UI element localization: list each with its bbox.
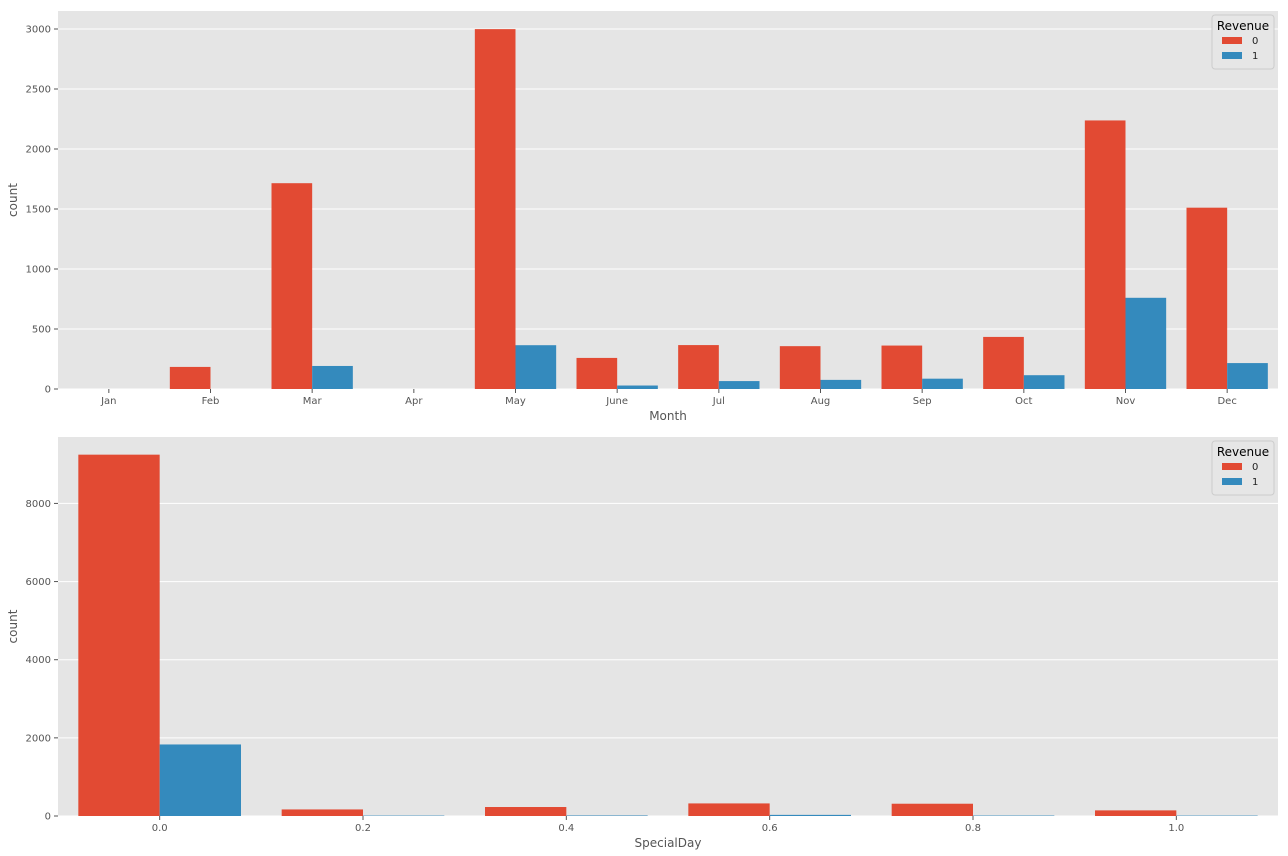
chart-1-bar-series-0-Feb [169, 366, 211, 389]
chart-1-bar-series-0-Dec [1186, 207, 1228, 389]
chart-2-x-tick-label: 0.8 [965, 823, 981, 834]
chart-2-bar-series-1-0.6 [769, 814, 851, 816]
chart-2-y-tick-label: 6000 [26, 577, 51, 588]
chart-2-bar-series-0-1.0 [1095, 810, 1177, 816]
chart-2-bar-series-0-0.8 [891, 803, 973, 816]
chart-1-y-tick-label: 3000 [26, 25, 51, 36]
chart-1-x-tick-label: Jul [712, 396, 725, 407]
chart-2: 0 2000 4000 6000 8000 0.0 0.2 0.4 0.6 0.8 1.0 Speci… [6, 437, 1278, 850]
chart-2-bar-series-1-0.4 [566, 815, 648, 816]
chart-1-legend-swatch-0 [1222, 37, 1242, 44]
chart-2-x-tick-label: 0.6 [762, 823, 778, 834]
chart-2-y-tick-label: 8000 [26, 499, 51, 510]
chart-1-bar-series-0-June [576, 357, 618, 389]
chart-1-x-tick-label: Feb [202, 396, 220, 407]
chart-1-legend-swatch-1 [1222, 52, 1242, 59]
chart-1-bar-series-0-May [474, 29, 516, 390]
chart-1-bar-series-1-May [515, 345, 557, 389]
chart-1-x-tick-label: Dec [1217, 396, 1236, 407]
chart-2-bar-series-0-0.0 [78, 454, 160, 816]
chart-1-y-axis-label: count [6, 183, 20, 217]
chart-2-background [58, 437, 1278, 816]
chart-1-x-tick-label: Oct [1015, 396, 1032, 407]
chart-2-x-tick-label: 1.0 [1168, 823, 1184, 834]
chart-1-bar-series-0-Jul [678, 345, 719, 389]
chart-2-y-axis-label: count [6, 609, 20, 643]
chart-1-y-tick-label: 2000 [26, 145, 51, 156]
chart-1: 0 500 1000 1500 2000 2500 3000 Jan Feb Mar Apr May J… [6, 11, 1278, 423]
chart-1-bar-series-1-Nov [1125, 297, 1167, 389]
chart-1-legend: Revenue 0 1 [1211, 14, 1275, 70]
chart-1-bar-series-0-Oct [983, 336, 1024, 389]
chart-1-bar-series-0-Aug [779, 346, 821, 389]
chart-2-y-tick-label: 2000 [26, 733, 51, 744]
chart-2-y-tick-label: 4000 [26, 655, 51, 666]
chart-1-bar-series-1-Jul [718, 381, 760, 389]
chart-1-bar-series-0-Mar [271, 183, 313, 389]
chart-1-x-axis-label: Month [649, 409, 687, 423]
chart-1-bar-series-1-Sep [922, 378, 963, 389]
chart-1-bar-series-1-Dec [1227, 363, 1268, 389]
chart-1-x-tick-label: Sep [913, 396, 932, 407]
chart-1-legend-label-0: 0 [1252, 36, 1258, 47]
chart-1-x-tick-label: May [505, 396, 526, 407]
chart-2-x-tick-label: 0.2 [355, 823, 371, 834]
chart-1-bar-series-1-June [617, 385, 658, 389]
chart-1-legend-title: Revenue [1217, 19, 1269, 33]
chart-1-bar-series-1-Oct [1023, 375, 1065, 389]
chart-2-legend-label-1: 1 [1252, 477, 1258, 488]
chart-1-background [58, 11, 1278, 389]
chart-2-bar-series-1-0.0 [159, 744, 241, 816]
chart-1-bar-series-1-Aug [820, 379, 862, 389]
chart-1-x-tick-label: June [605, 396, 628, 407]
chart-2-legend-swatch-0 [1222, 463, 1242, 470]
chart-1-y-tick-label: 2500 [26, 85, 51, 96]
chart-2-legend: Revenue 0 1 [1211, 440, 1275, 496]
chart-1-bar-series-0-Sep [881, 345, 923, 389]
chart-2-bar-series-0-0.6 [688, 803, 770, 816]
chart-2-y-tick-label: 0 [45, 812, 51, 823]
chart-1-y-tick-label: 1500 [26, 205, 51, 216]
chart-2-x-axis-label: SpecialDay [635, 836, 702, 850]
chart-2-legend-label-0: 0 [1252, 462, 1258, 473]
chart-1-x-tick-label: Mar [303, 396, 323, 407]
chart-2-bar-series-0-0.4 [485, 807, 567, 816]
chart-2-bar-series-0-0.2 [281, 809, 363, 816]
chart-1-bar-series-1-Mar [312, 365, 353, 389]
chart-1-x-tick-label: Aug [811, 396, 831, 407]
chart-2-legend-swatch-1 [1222, 478, 1242, 485]
chart-1-x-tick-label: Jan [100, 396, 116, 407]
chart-1-bar-series-0-Nov [1084, 120, 1126, 389]
chart-1-y-tick-label: 500 [32, 325, 51, 336]
chart-1-x-tick-label: Nov [1116, 396, 1136, 407]
chart-1-x-tick-label: Apr [405, 396, 423, 407]
chart-2-x-tick-label: 0.4 [558, 823, 574, 834]
chart-1-y-tick-label: 0 [45, 385, 51, 396]
chart-1-legend-label-1: 1 [1252, 51, 1258, 62]
chart-1-y-tick-label: 1000 [26, 265, 51, 276]
chart-2-legend-title: Revenue [1217, 445, 1269, 459]
chart-2-x-tick-label: 0.0 [152, 823, 168, 834]
